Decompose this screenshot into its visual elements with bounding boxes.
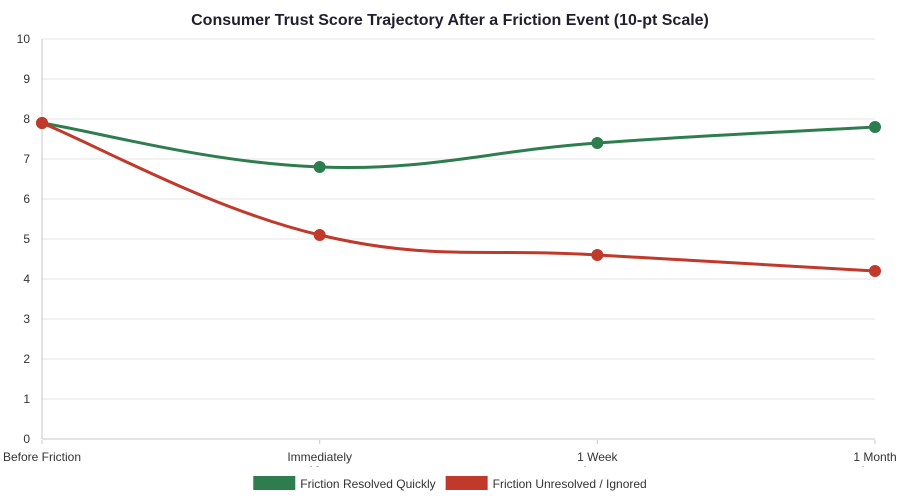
legend-item: Friction Unresolved / Ignored (445, 476, 647, 491)
y-tick-label: 7 (23, 152, 30, 166)
data-point (313, 161, 326, 173)
y-tick-label: 10 (17, 32, 31, 46)
data-point (869, 265, 881, 277)
legend-label: Friction Resolved Quickly (300, 477, 435, 491)
data-point (36, 117, 48, 129)
data-point (869, 121, 881, 133)
chart-title: Consumer Trust Score Trajectory After a … (191, 12, 709, 29)
y-tick-label: 3 (23, 312, 30, 326)
legend-label: Friction Unresolved / Ignored (493, 477, 647, 491)
series-line (40, 121, 877, 273)
legend-swatch (445, 476, 488, 490)
y-tick-label: 1 (23, 392, 30, 406)
x-tick-label: 1 Month Later (853, 450, 896, 478)
legend-item: Friction Resolved Quickly (253, 476, 436, 491)
y-tick-label: 4 (23, 272, 30, 286)
y-tick-label: 5 (23, 232, 30, 246)
series-0 (36, 117, 881, 173)
x-tick-label: Before Friction (3, 450, 81, 464)
x-axis: Before Friction Immediately After 1 Week Lat… (3, 440, 897, 478)
y-tick-label: 6 (23, 192, 30, 206)
series-group (36, 117, 881, 277)
data-point (591, 249, 604, 261)
series-1 (36, 117, 881, 277)
y-tick-label: 2 (23, 352, 30, 366)
grid (41, 38, 875, 440)
legend: Friction Resolved Quickly Friction Unreso… (253, 476, 647, 491)
data-point (591, 137, 604, 149)
y-axis: 0 1 2 3 4 5 6 7 8 9 10 (17, 32, 31, 446)
y-tick-label: 8 (23, 112, 30, 126)
y-tick-label: 9 (23, 72, 30, 86)
x-tick-label: Immediately After (287, 450, 352, 478)
x-tick-label: 1 Week Later (577, 450, 618, 478)
series-line (40, 121, 877, 169)
y-tick-label: 0 (23, 432, 30, 446)
data-point (313, 229, 326, 241)
legend-swatch (253, 476, 296, 490)
